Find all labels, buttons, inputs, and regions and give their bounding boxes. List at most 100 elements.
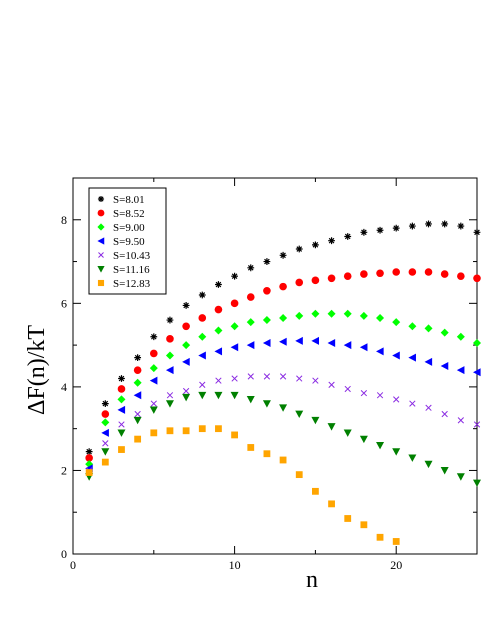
data-point [328, 500, 335, 508]
data-point [312, 487, 319, 495]
data-point [295, 278, 304, 287]
data-point [117, 429, 126, 437]
data-point [296, 375, 303, 382]
data-point [376, 392, 384, 399]
data-point [457, 272, 465, 280]
data-point [327, 339, 336, 348]
x-tick-label: 0 [70, 558, 76, 572]
plot-frame [72, 177, 478, 555]
data-point [360, 270, 368, 278]
data-point [311, 276, 320, 285]
data-point [408, 268, 417, 276]
data-point [149, 376, 158, 385]
data-point [150, 349, 158, 358]
data-point [279, 404, 288, 412]
data-point [473, 421, 481, 428]
y-tick-label: 6 [61, 296, 67, 310]
legend-marker [97, 237, 105, 245]
data-point [263, 373, 271, 380]
series-4 [85, 336, 481, 473]
legend-label: S=12.83 [113, 278, 151, 290]
data-point [327, 423, 336, 431]
data-point [198, 314, 207, 322]
data-point [182, 387, 190, 395]
data-point [134, 410, 141, 418]
data-point [214, 305, 223, 314]
data-point [182, 322, 190, 331]
data-point [424, 324, 433, 333]
data-point [376, 226, 384, 234]
data-point [149, 364, 158, 373]
data-point [198, 351, 206, 360]
data-point [359, 343, 368, 352]
data-point [101, 448, 110, 456]
data-point [231, 272, 238, 280]
data-point [408, 322, 417, 331]
data-point [247, 444, 255, 451]
data-point [392, 318, 401, 327]
data-point [424, 268, 433, 276]
y-tick-label: 2 [61, 463, 67, 477]
data-point [295, 410, 304, 419]
data-point [409, 400, 416, 407]
legend-label: S=9.50 [113, 236, 145, 248]
data-point [311, 336, 319, 345]
data-point [198, 391, 207, 400]
data-point [441, 220, 449, 228]
data-point [165, 351, 174, 360]
data-point [473, 228, 481, 236]
data-point [134, 354, 142, 362]
data-point [343, 429, 352, 437]
data-point [246, 293, 255, 301]
data-point [118, 421, 125, 428]
data-point [165, 366, 174, 375]
data-point [473, 274, 481, 283]
data-point [198, 425, 206, 433]
data-point [279, 313, 288, 322]
data-point [425, 220, 432, 228]
legend-marker [98, 252, 104, 258]
data-point [117, 395, 126, 404]
data-point [182, 302, 190, 309]
data-point [263, 287, 271, 295]
data-point [198, 332, 207, 341]
legend-label: S=9.00 [113, 222, 145, 234]
data-point [295, 336, 303, 345]
data-point [117, 385, 126, 393]
data-point [134, 435, 142, 443]
data-point [457, 222, 465, 230]
data-point [376, 441, 385, 450]
y-tick-label: 0 [61, 547, 67, 561]
data-point [295, 245, 303, 253]
data-point [312, 241, 319, 249]
data-point [440, 467, 449, 475]
data-point [166, 392, 174, 399]
data-point [456, 366, 465, 375]
data-point [344, 233, 352, 240]
data-point [230, 391, 239, 400]
y-tick-label: 4 [61, 380, 67, 394]
data-point [214, 347, 223, 356]
series-1 [85, 220, 481, 456]
data-point [133, 366, 142, 374]
data-point [456, 332, 465, 341]
data-point [101, 410, 110, 418]
data-point [376, 269, 384, 278]
legend-label: S=8.01 [113, 194, 145, 206]
data-point [376, 533, 384, 541]
data-point [246, 341, 255, 350]
data-point [230, 343, 239, 352]
data-point [150, 429, 158, 437]
series-3 [85, 309, 481, 469]
data-point [150, 333, 158, 341]
data-point [166, 427, 174, 435]
legend: S=8.01 S=8.52 S=9.00 S=9.50 S=10.43 S=11.16 S=… [88, 187, 167, 295]
data-point [343, 309, 352, 318]
data-point [457, 417, 464, 424]
data-point [473, 368, 481, 377]
data-point [182, 427, 190, 435]
data-point [85, 448, 93, 456]
data-point [230, 322, 239, 331]
data-point [327, 274, 336, 283]
